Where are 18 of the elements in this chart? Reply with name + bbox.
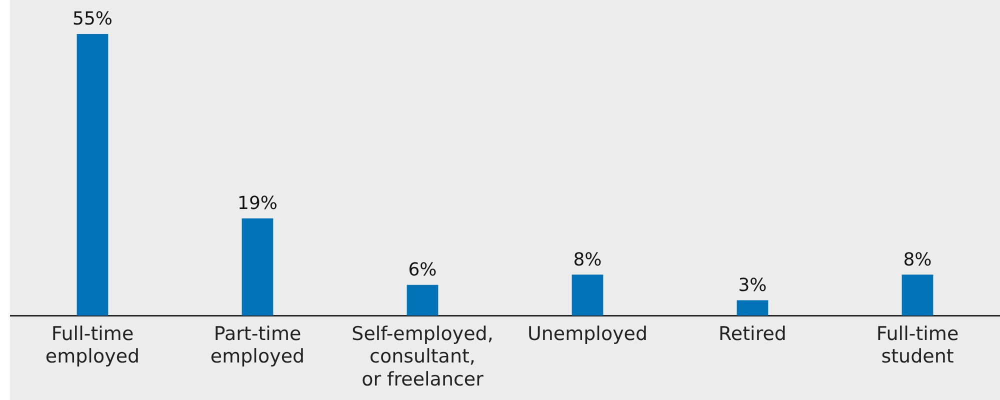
x-tick-label: Part-time employed [210, 322, 305, 368]
bar [736, 300, 768, 316]
x-tick-label: Unemployed [527, 322, 648, 345]
x-tick-label: Retired [718, 322, 786, 345]
bar [76, 34, 108, 316]
bar [902, 274, 934, 316]
x-tick-label: Full-time student [876, 322, 959, 368]
data-label: 55% [72, 8, 113, 30]
x-tick-label: Self-employed, consultant, or freelancer [352, 322, 494, 391]
x-tick-label: Full-time employed [45, 322, 140, 368]
data-label: 19% [237, 192, 278, 214]
bar [406, 284, 438, 316]
data-label: 8% [573, 249, 602, 270]
bar [242, 218, 274, 316]
data-label: 8% [903, 249, 932, 270]
data-label: 3% [738, 274, 767, 296]
data-label: 6% [408, 260, 437, 281]
bar [572, 274, 604, 316]
